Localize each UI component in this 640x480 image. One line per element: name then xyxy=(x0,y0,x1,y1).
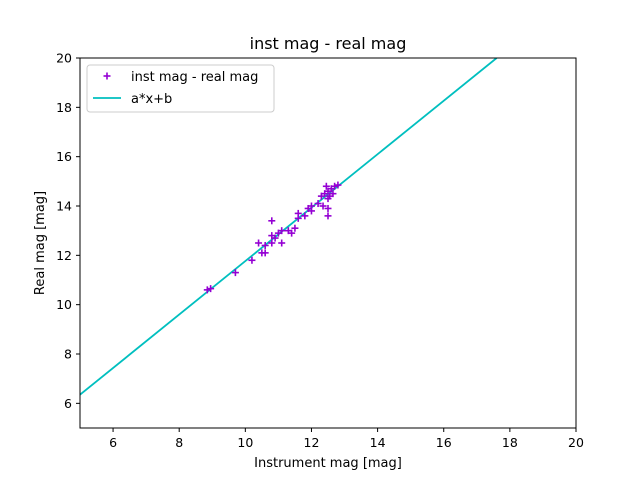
scatter-point xyxy=(307,207,315,215)
scatter-point xyxy=(231,269,239,277)
x-axis-label: Instrument mag [mag] xyxy=(254,456,402,471)
y-tick-label: 14 xyxy=(56,199,72,214)
scatter-point xyxy=(324,212,332,220)
scatter-point xyxy=(261,249,269,257)
x-tick-label: 20 xyxy=(568,435,584,450)
x-tick-label: 10 xyxy=(237,435,253,450)
y-axis: 6 8 10 12 14 16 18 20 xyxy=(56,51,80,411)
y-tick-label: 8 xyxy=(64,347,72,362)
scatter-point xyxy=(207,285,215,293)
legend-label-line: a*x+b xyxy=(131,92,172,107)
scatter-point xyxy=(271,234,279,242)
legend: inst mag - real mag a*x+b xyxy=(86,64,275,113)
scatter-point xyxy=(324,204,332,212)
scatter-point xyxy=(268,217,276,225)
scatter-point xyxy=(278,227,286,235)
y-tick-label: 6 xyxy=(64,396,72,411)
x-tick-label: 8 xyxy=(175,435,183,450)
y-tick-label: 12 xyxy=(56,248,72,263)
scatter-point xyxy=(288,229,296,237)
y-tick-label: 16 xyxy=(56,149,72,164)
scatter-point xyxy=(248,256,256,264)
x-axis: 6 8 10 12 14 16 18 20 xyxy=(109,428,584,450)
y-tick-label: 18 xyxy=(56,100,72,115)
x-tick-label: 16 xyxy=(436,435,452,450)
x-tick-label: 12 xyxy=(304,435,320,450)
scatter-point xyxy=(314,200,322,208)
fit-line xyxy=(80,58,498,396)
legend-label-scatter: inst mag - real mag xyxy=(131,70,258,85)
y-tick-label: 10 xyxy=(56,297,72,312)
scatter-point xyxy=(331,182,339,190)
scatter-point xyxy=(319,202,327,210)
x-tick-label: 14 xyxy=(370,435,386,450)
plot-frame xyxy=(79,57,577,429)
chart-title: inst mag - real mag xyxy=(250,34,407,53)
y-axis-label: Real mag [mag] xyxy=(33,191,48,295)
x-tick-label: 6 xyxy=(109,435,117,450)
y-tick-label: 20 xyxy=(56,51,72,66)
scatter-point xyxy=(294,209,302,217)
plot-background xyxy=(80,58,576,428)
legend-box xyxy=(86,64,275,113)
scatter-point xyxy=(278,239,286,247)
scatter-point xyxy=(261,241,269,249)
scatter-point xyxy=(268,239,276,247)
scatter-point xyxy=(203,286,211,294)
scatter-point xyxy=(322,182,330,190)
series-layer xyxy=(80,58,498,396)
scatter-point xyxy=(329,190,337,198)
x-tick-label: 18 xyxy=(502,435,518,450)
scatter-point xyxy=(291,224,299,232)
scatter-point xyxy=(255,239,263,247)
legend-marker-scatter xyxy=(103,72,111,80)
scatter-point xyxy=(301,212,309,220)
scatter-point xyxy=(334,181,342,189)
plot-area xyxy=(80,58,576,428)
